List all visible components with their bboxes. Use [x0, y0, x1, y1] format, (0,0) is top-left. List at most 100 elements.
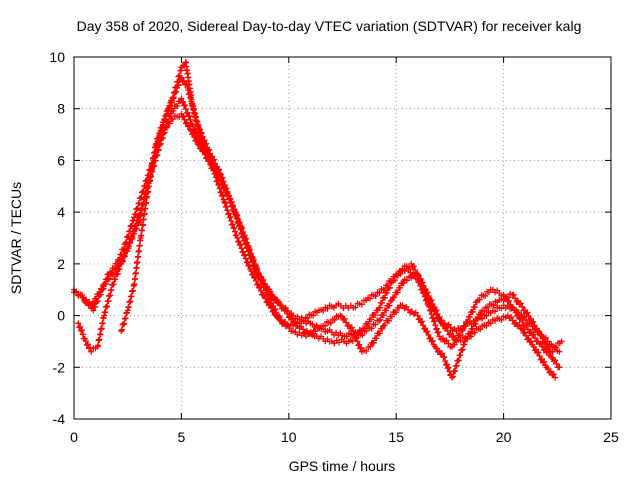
data-point-fill — [211, 166, 218, 173]
data-point-fill — [553, 360, 560, 367]
data-point-fill — [423, 297, 430, 304]
data-point-fill — [512, 309, 519, 316]
data-point-fill — [167, 102, 174, 109]
data-point-fill — [127, 239, 134, 246]
data-point — [552, 374, 559, 381]
data-point-fill — [229, 202, 236, 209]
data-point-fill — [130, 228, 137, 235]
data-point-fill — [232, 209, 239, 216]
y-tick-label: -2 — [53, 359, 66, 375]
y-tick-label: 6 — [57, 152, 65, 168]
data-point-fill — [162, 112, 169, 119]
data-point-fill — [159, 124, 166, 131]
data-point-fill — [472, 320, 479, 327]
data-point-fill — [483, 312, 490, 319]
data-point-fill — [384, 282, 391, 289]
data-point-fill — [435, 329, 442, 336]
data-point-fill — [249, 253, 256, 260]
data-point-fill — [356, 341, 363, 348]
data-point-fill — [376, 330, 383, 337]
data-point-fill — [121, 252, 128, 259]
data-point-fill — [234, 212, 241, 219]
data-point-fill — [100, 285, 107, 292]
data-point-fill — [122, 315, 129, 322]
data-point-fill — [515, 312, 522, 319]
data-point-fill — [229, 221, 236, 228]
data-point-fill — [238, 245, 245, 252]
data-point-fill — [451, 341, 458, 348]
data-point-fill — [549, 348, 556, 355]
data-point-fill — [348, 324, 355, 331]
y-tick-label: -4 — [53, 411, 66, 427]
data-point-fill — [424, 328, 431, 335]
data-point-fill — [434, 310, 441, 317]
data-point-fill — [443, 324, 450, 331]
data-point-fill — [134, 217, 141, 224]
data-point — [556, 364, 563, 371]
data-point-fill — [200, 143, 207, 150]
data-point-fill — [352, 304, 359, 311]
data-point-fill — [445, 364, 452, 371]
data-point — [449, 374, 456, 381]
data-point-fill — [443, 337, 450, 344]
data-point-fill — [381, 322, 388, 329]
chart-title: Day 358 of 2020, Sidereal Day-to-day VTE… — [77, 18, 582, 34]
data-point-fill — [524, 309, 531, 316]
data-point-fill — [118, 326, 125, 333]
data-point — [79, 294, 86, 301]
data-point-fill — [110, 281, 117, 288]
data-point — [75, 320, 82, 327]
data-point-fill — [538, 331, 545, 338]
data-point — [96, 289, 103, 296]
data-point-fill — [156, 129, 163, 136]
data-point-fill — [407, 269, 414, 276]
data-point-fill — [445, 340, 452, 347]
data-point — [161, 116, 168, 123]
data-point-fill — [182, 106, 189, 113]
data-point-fill — [542, 334, 549, 341]
data-point-fill — [431, 304, 438, 311]
data-point-fill — [272, 305, 279, 312]
data-point-fill — [387, 298, 394, 305]
data-point-fill — [215, 174, 222, 181]
data-point-fill — [519, 319, 526, 326]
data-point-fill — [388, 278, 395, 285]
data-point-fill — [400, 280, 407, 287]
data-point-fill — [247, 250, 254, 257]
data-point-fill — [237, 241, 244, 248]
data-point-fill — [469, 325, 476, 332]
data-point-fill — [327, 320, 334, 327]
data-point-fill — [403, 277, 410, 284]
data-point-fill — [112, 276, 119, 283]
data-point — [178, 95, 185, 102]
data-point-fill — [224, 207, 231, 214]
data-point-fill — [239, 224, 246, 231]
data-point-fill — [254, 267, 261, 274]
data-point-fill — [208, 159, 215, 166]
data-point — [436, 333, 443, 340]
data-point-fill — [276, 316, 283, 323]
data-point-fill — [121, 320, 128, 327]
data-point-fill — [180, 98, 187, 105]
data-point-fill — [433, 307, 440, 314]
data-point-fill — [228, 198, 235, 205]
x-tick-label: 25 — [603, 429, 619, 445]
data-point-fill — [102, 280, 109, 287]
data-point-fill — [312, 328, 319, 335]
data-point-fill — [358, 301, 365, 308]
data-point-fill — [119, 257, 126, 264]
data-point-fill — [243, 239, 250, 246]
data-point-fill — [77, 323, 84, 330]
data-point-fill — [82, 337, 89, 344]
data-point-fill — [123, 238, 130, 245]
data-point-fill — [455, 357, 462, 364]
data-point-fill — [125, 244, 132, 251]
data-point-fill — [187, 116, 194, 123]
data-point-fill — [421, 293, 428, 300]
data-point-fill — [366, 295, 373, 302]
axis-ticks — [73, 56, 612, 420]
data-point-fill — [275, 312, 282, 319]
data-point-fill — [165, 107, 172, 114]
data-point-fill — [116, 262, 123, 269]
data-point-fill — [308, 331, 315, 338]
